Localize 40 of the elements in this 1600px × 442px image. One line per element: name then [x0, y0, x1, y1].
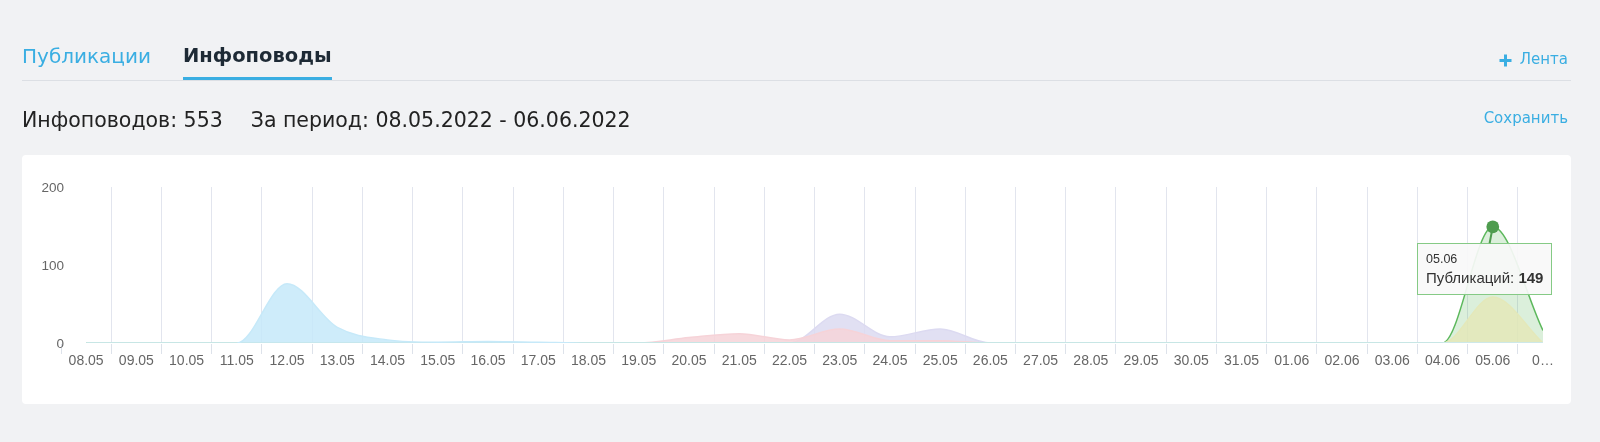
y-tick-label: 200 [41, 179, 64, 195]
x-tick-label: 18.05 [570, 352, 607, 368]
x-tick-label: 05.06 [1475, 352, 1511, 368]
x-tick-label: 12.05 [269, 352, 305, 368]
x-tick-label: 22.05 [771, 352, 808, 368]
x-tick-label: 28.05 [1073, 352, 1109, 368]
x-tick-label: 26.05 [972, 352, 1009, 368]
x-tick-label: 29.05 [1123, 352, 1159, 368]
x-tick-label: 27.05 [1023, 352, 1059, 368]
x-tick-label: 13.05 [319, 352, 356, 368]
x-tick-label: 21.05 [721, 352, 757, 368]
chart-title: Инфоповодов: 553 [22, 108, 223, 132]
x-tick-label: 01.06 [1274, 352, 1310, 368]
x-tick-label: 31.05 [1224, 352, 1260, 368]
x-tick-label: 23.05 [822, 352, 858, 368]
x-tick-label: 15.05 [420, 352, 456, 368]
x-tick-label: 04.06 [1425, 352, 1461, 368]
x-tick-label: 16.05 [470, 352, 506, 368]
x-tick-label: 24.05 [872, 352, 908, 368]
y-tick-label: 100 [41, 257, 64, 273]
text: Лента [1519, 49, 1568, 69]
y-tick-label: 0 [56, 335, 64, 351]
x-tick-label: 14.05 [370, 352, 406, 368]
x-tick-label: 19.05 [621, 352, 657, 368]
x-tick-label: 30.05 [1173, 352, 1210, 368]
chart-subtitle: За период: 08.05.2022 - 06.06.2022 [250, 108, 631, 132]
x-tick-label: 09.05 [118, 352, 155, 368]
x-tick-label: 11.05 [219, 352, 255, 368]
x-tick-label: 20.05 [671, 352, 707, 368]
x-tick-label: 10.05 [169, 352, 205, 368]
x-tick-label: 25.05 [922, 352, 958, 368]
x-tick-label: 08.05 [68, 352, 104, 368]
x-tick-label: 02.06 [1324, 352, 1360, 368]
x-tick-label: 0… [1532, 352, 1554, 368]
text: Публикации [22, 44, 151, 68]
x-tick-label: 17.05 [520, 352, 556, 368]
text: Сохранить [1483, 108, 1568, 128]
annotation: 05.06 Публикаций: 149 [1426, 252, 1544, 286]
text: Инфоповоды [183, 44, 332, 68]
x-tick-label: 03.06 [1374, 352, 1411, 368]
